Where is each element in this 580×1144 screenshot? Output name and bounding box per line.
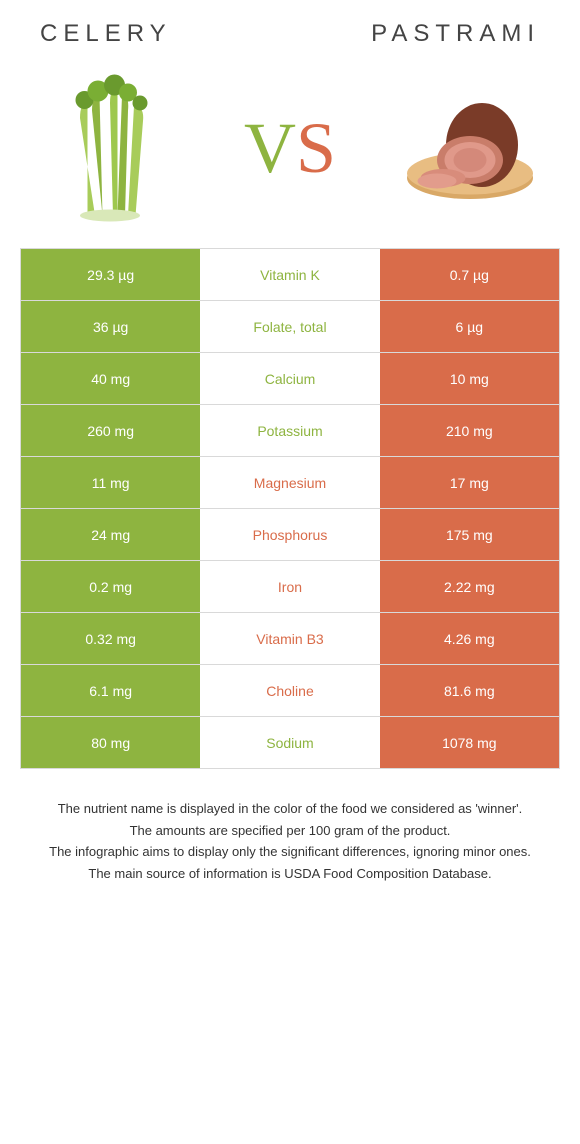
right-value: 210 mg (380, 405, 559, 456)
left-value: 0.32 mg (21, 613, 200, 664)
nutrient-name: Folate, total (200, 301, 379, 352)
table-row: 29.3 µgVitamin K0.7 µg (21, 249, 559, 301)
nutrient-name: Calcium (200, 353, 379, 404)
nutrient-name: Phosphorus (200, 509, 379, 560)
nutrient-name: Sodium (200, 717, 379, 768)
right-value: 10 mg (380, 353, 559, 404)
vs-s: S (296, 108, 336, 188)
table-row: 40 mgCalcium10 mg (21, 353, 559, 405)
right-value: 175 mg (380, 509, 559, 560)
images-row: VS (0, 58, 580, 248)
left-value: 36 µg (21, 301, 200, 352)
nutrient-name: Potassium (200, 405, 379, 456)
header: CELERY PASTRAMI (0, 0, 580, 58)
left-value: 80 mg (21, 717, 200, 768)
footnotes: The nutrient name is displayed in the co… (20, 799, 560, 883)
left-value: 29.3 µg (21, 249, 200, 300)
right-value: 17 mg (380, 457, 559, 508)
nutrient-name: Magnesium (200, 457, 379, 508)
table-row: 11 mgMagnesium17 mg (21, 457, 559, 509)
right-value: 1078 mg (380, 717, 559, 768)
nutrient-name: Choline (200, 665, 379, 716)
vs-v: V (244, 108, 296, 188)
footnote-line: The infographic aims to display only the… (20, 842, 560, 862)
right-value: 4.26 mg (380, 613, 559, 664)
vs-label: VS (244, 107, 336, 190)
right-value: 6 µg (380, 301, 559, 352)
nutrient-name: Vitamin B3 (200, 613, 379, 664)
left-value: 24 mg (21, 509, 200, 560)
footnote-line: The nutrient name is displayed in the co… (20, 799, 560, 819)
table-row: 0.2 mgIron2.22 mg (21, 561, 559, 613)
left-value: 6.1 mg (21, 665, 200, 716)
table-row: 0.32 mgVitamin B34.26 mg (21, 613, 559, 665)
footnote-line: The amounts are specified per 100 gram o… (20, 821, 560, 841)
pastrami-image (390, 68, 550, 228)
nutrient-name: Iron (200, 561, 379, 612)
left-value: 11 mg (21, 457, 200, 508)
left-value: 40 mg (21, 353, 200, 404)
left-food-title: CELERY (40, 20, 172, 48)
table-row: 80 mgSodium1078 mg (21, 717, 559, 769)
left-value: 260 mg (21, 405, 200, 456)
nutrient-table: 29.3 µgVitamin K0.7 µg36 µgFolate, total… (20, 248, 560, 769)
table-row: 6.1 mgCholine81.6 mg (21, 665, 559, 717)
right-value: 0.7 µg (380, 249, 559, 300)
table-row: 24 mgPhosphorus175 mg (21, 509, 559, 561)
right-value: 2.22 mg (380, 561, 559, 612)
right-value: 81.6 mg (380, 665, 559, 716)
nutrient-name: Vitamin K (200, 249, 379, 300)
celery-image (30, 68, 190, 228)
table-row: 260 mgPotassium210 mg (21, 405, 559, 457)
left-value: 0.2 mg (21, 561, 200, 612)
footnote-line: The main source of information is USDA F… (20, 864, 560, 884)
right-food-title: PASTRAMI (371, 20, 540, 48)
table-row: 36 µgFolate, total6 µg (21, 301, 559, 353)
